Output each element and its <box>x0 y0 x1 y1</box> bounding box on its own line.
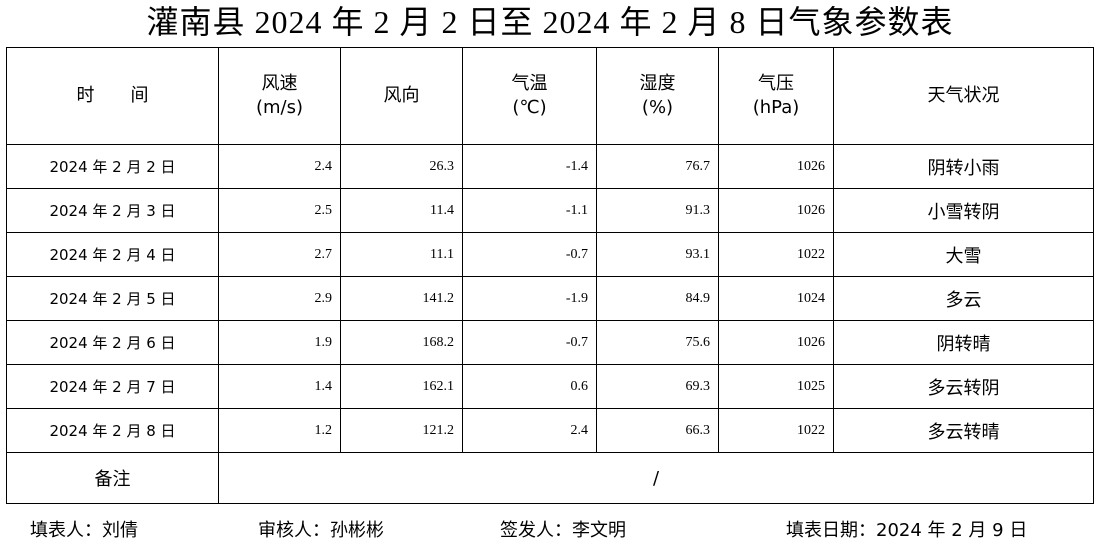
footer-item: 审核人：孙彬彬 <box>258 520 384 541</box>
header-text: (℃) <box>512 97 547 118</box>
data-row: 2024 年 2 月 6 日 1.9 168.2 -0.7 75.6 1026 阴转晴 <box>6 320 1094 365</box>
cell: 0.6 <box>462 364 597 409</box>
header-cell: 湿度 (%) <box>596 47 719 145</box>
cell: 76.7 <box>596 144 719 189</box>
header-cell: 风速 (m/s) <box>218 47 341 145</box>
cell: 26.3 <box>340 144 463 189</box>
header-text: 风速 <box>261 73 298 94</box>
footer-item: 填表人：刘倩 <box>30 520 138 541</box>
cell: 69.3 <box>596 364 719 409</box>
weather-table: 时 间 风速 (m/s) 风向 气温 (℃) 湿度 (%) 气压 (hPa) 天气状况 2024 年 … <box>6 47 1094 504</box>
data-row: 2024 年 2 月 2 日 2.4 26.3 -1.4 76.7 1026 阴转小雨 <box>6 144 1094 189</box>
cell: 11.4 <box>340 188 463 233</box>
header-text: (m/s) <box>255 97 304 118</box>
cell: -0.7 <box>462 232 597 277</box>
cell: -0.7 <box>462 320 597 365</box>
cell: 121.2 <box>340 408 463 453</box>
remarks-label: 备注 <box>6 452 219 504</box>
header-cell: 天气状况 <box>833 47 1094 145</box>
data-row: 2024 年 2 月 7 日 1.4 162.1 0.6 69.3 1025 多云转阴 <box>6 364 1094 409</box>
cell: 93.1 <box>596 232 719 277</box>
header-text: 湿度 <box>639 73 676 94</box>
cell: -1.4 <box>462 144 597 189</box>
cell: 多云转阴 <box>833 364 1094 409</box>
cell: 2024 年 2 月 4 日 <box>6 232 219 277</box>
cell: 84.9 <box>596 276 719 321</box>
cell: 75.6 <box>596 320 719 365</box>
cell: 141.2 <box>340 276 463 321</box>
cell: -1.9 <box>462 276 597 321</box>
cell: 2.4 <box>218 144 341 189</box>
cell: 1026 <box>718 144 834 189</box>
cell: 1022 <box>718 232 834 277</box>
cell: 2024 年 2 月 2 日 <box>6 144 219 189</box>
data-row: 2024 年 2 月 8 日 1.2 121.2 2.4 66.3 1022 多云转晴 <box>6 408 1094 453</box>
cell: 1022 <box>718 408 834 453</box>
cell: 多云 <box>833 276 1094 321</box>
cell: 1.2 <box>218 408 341 453</box>
header-cell: 时 间 <box>6 47 219 145</box>
cell: 2024 年 2 月 7 日 <box>6 364 219 409</box>
cell: 1025 <box>718 364 834 409</box>
header-text: 气温 <box>511 73 548 94</box>
data-row: 2024 年 2 月 5 日 2.9 141.2 -1.9 84.9 1024 多云 <box>6 276 1094 321</box>
data-row: 2024 年 2 月 4 日 2.7 11.1 -0.7 93.1 1022 大雪 <box>6 232 1094 277</box>
cell: 1026 <box>718 320 834 365</box>
header-text: (hPa) <box>752 97 800 118</box>
cell: 66.3 <box>596 408 719 453</box>
header-text: 风向 <box>383 85 420 106</box>
cell: 2.9 <box>218 276 341 321</box>
footer-item: 填表日期：2024 年 2 月 9 日 <box>786 520 1028 541</box>
header-text: 时 间 <box>76 85 149 106</box>
cell: 1024 <box>718 276 834 321</box>
cell: 2.4 <box>462 408 597 453</box>
header-text: 气压 <box>758 73 794 94</box>
remarks-row: 备注 / <box>6 452 1094 504</box>
header-row: 时 间 风速 (m/s) 风向 气温 (℃) 湿度 (%) 气压 (hPa) 天气状况 <box>6 47 1094 145</box>
header-cell: 气温 (℃) <box>462 47 597 145</box>
cell: 2024 年 2 月 6 日 <box>6 320 219 365</box>
cell: 1026 <box>718 188 834 233</box>
cell: 阴转小雨 <box>833 144 1094 189</box>
cell: 2024 年 2 月 8 日 <box>6 408 219 453</box>
header-text: 天气状况 <box>927 85 1000 106</box>
cell: 91.3 <box>596 188 719 233</box>
cell: 2024 年 2 月 3 日 <box>6 188 219 233</box>
data-row: 2024 年 2 月 3 日 2.5 11.4 -1.1 91.3 1026 小雪转阴 <box>6 188 1094 233</box>
header-cell: 气压 (hPa) <box>718 47 834 145</box>
cell: 1.9 <box>218 320 341 365</box>
cell: 1.4 <box>218 364 341 409</box>
cell: 阴转晴 <box>833 320 1094 365</box>
footer-item: 签发人：李文明 <box>500 520 626 541</box>
cell: 162.1 <box>340 364 463 409</box>
cell: 小雪转阴 <box>833 188 1094 233</box>
cell: 168.2 <box>340 320 463 365</box>
cell: -1.1 <box>462 188 597 233</box>
remarks-value: / <box>218 452 1094 504</box>
cell: 2.7 <box>218 232 341 277</box>
cell: 2024 年 2 月 5 日 <box>6 276 219 321</box>
header-cell: 风向 <box>340 47 463 145</box>
title: 灌南县 2024 年 2 月 2 日至 2024 年 2 月 8 日气象参数表 <box>146 4 954 40</box>
cell: 11.1 <box>340 232 463 277</box>
cell: 大雪 <box>833 232 1094 277</box>
cell: 2.5 <box>218 188 341 233</box>
header-text: (%) <box>641 97 674 118</box>
cell: 多云转晴 <box>833 408 1094 453</box>
